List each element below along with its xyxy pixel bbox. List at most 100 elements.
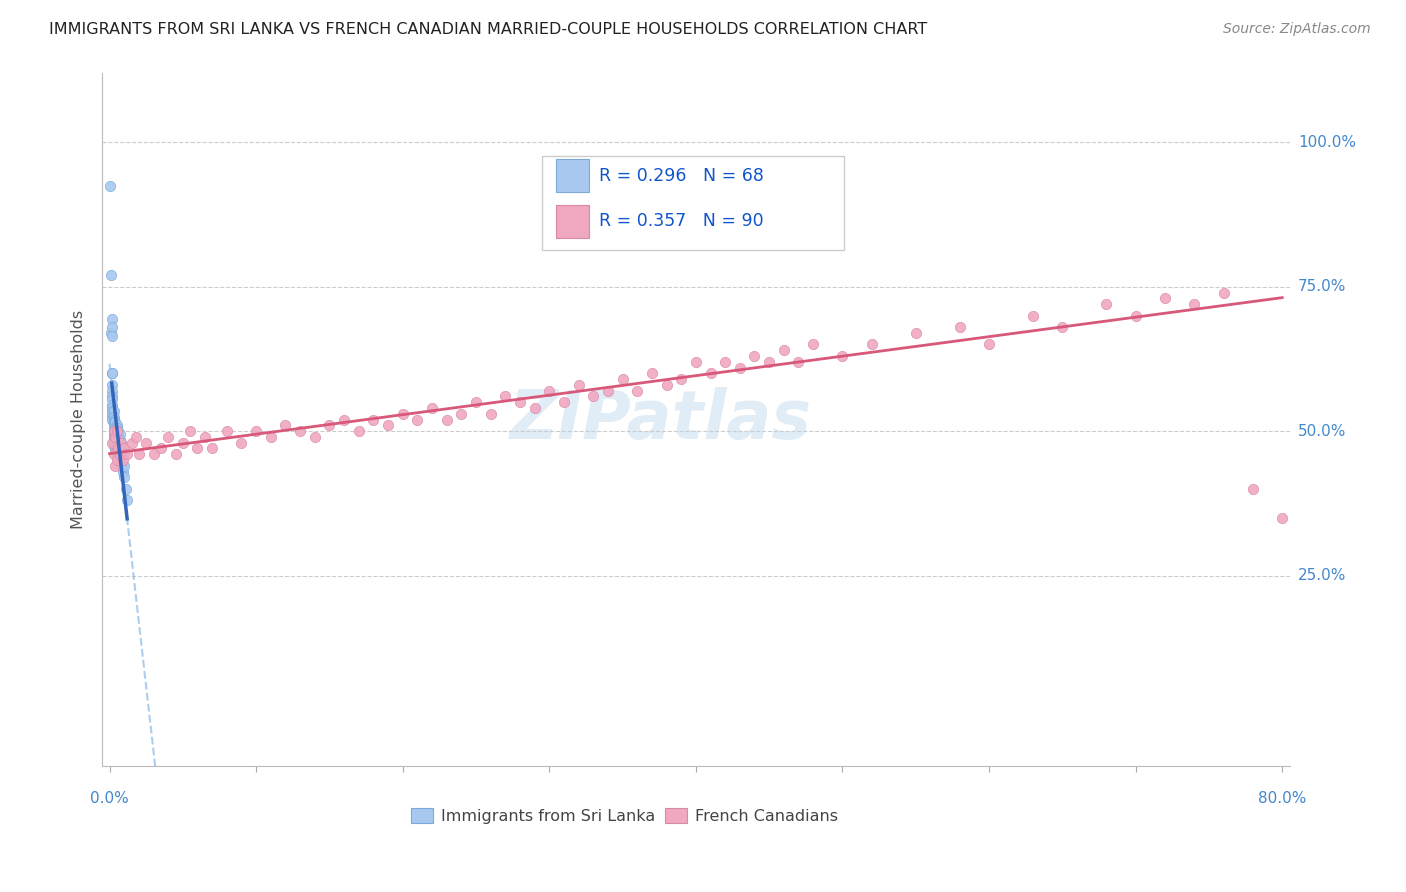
Point	[104, 430, 127, 444]
Point	[509, 395, 531, 409]
Point	[105, 453, 128, 467]
Text: ZIPatlas: ZIPatlas	[509, 386, 811, 452]
Point	[121, 435, 143, 450]
Text: 80.0%: 80.0%	[1258, 791, 1306, 806]
Text: 50.0%: 50.0%	[1298, 424, 1346, 439]
Point	[101, 435, 124, 450]
Point	[612, 372, 634, 386]
Point	[157, 430, 180, 444]
Point	[105, 430, 128, 444]
Point	[105, 442, 128, 456]
Point	[105, 439, 128, 453]
Point	[103, 427, 125, 442]
Point	[1125, 309, 1147, 323]
Point	[655, 378, 678, 392]
Point	[103, 416, 125, 430]
Point	[245, 424, 267, 438]
Point	[110, 447, 132, 461]
Point	[108, 427, 131, 442]
Point	[112, 458, 135, 473]
Point	[450, 407, 472, 421]
Point	[104, 442, 127, 456]
Point	[758, 355, 780, 369]
Point	[111, 447, 134, 461]
Point	[105, 447, 128, 461]
Text: 25.0%: 25.0%	[1298, 568, 1346, 583]
Point	[103, 412, 125, 426]
Point	[101, 392, 124, 407]
Point	[347, 424, 370, 438]
Point	[104, 421, 127, 435]
Point	[596, 384, 619, 398]
Point	[523, 401, 546, 415]
Point	[1330, 234, 1353, 248]
Point	[685, 355, 707, 369]
Point	[142, 447, 165, 461]
Point	[1095, 297, 1118, 311]
Point	[1358, 222, 1381, 236]
Text: R = 0.296   N = 68: R = 0.296 N = 68	[599, 167, 763, 185]
Point	[110, 435, 132, 450]
Point	[772, 343, 794, 358]
Point	[101, 401, 124, 415]
Point	[104, 435, 127, 450]
Point	[1241, 482, 1264, 496]
Point	[100, 268, 122, 282]
Point	[363, 412, 385, 426]
Point	[110, 435, 132, 450]
Point	[107, 433, 129, 447]
Point	[107, 444, 129, 458]
Point	[377, 418, 399, 433]
Point	[103, 430, 125, 444]
Point	[103, 435, 125, 450]
Point	[105, 418, 128, 433]
Point	[115, 493, 138, 508]
Point	[135, 435, 157, 450]
Point	[100, 328, 122, 343]
Point	[110, 458, 132, 473]
Point	[538, 384, 561, 398]
Point	[274, 418, 297, 433]
Text: 100.0%: 100.0%	[1298, 135, 1355, 150]
Point	[107, 442, 129, 456]
Point	[107, 424, 129, 438]
Point	[553, 395, 575, 409]
Point	[105, 424, 128, 438]
Point	[1388, 262, 1406, 277]
Point	[186, 442, 208, 456]
Point	[103, 409, 125, 424]
Point	[115, 447, 138, 461]
Point	[1022, 309, 1045, 323]
Point	[494, 389, 516, 403]
FancyBboxPatch shape	[555, 204, 589, 238]
Point	[100, 311, 122, 326]
Point	[104, 427, 127, 442]
Point	[100, 326, 122, 340]
Point	[104, 416, 127, 430]
Point	[105, 421, 128, 435]
Point	[112, 470, 135, 484]
Point	[101, 384, 124, 398]
Point	[699, 367, 721, 381]
Point	[787, 355, 810, 369]
Point	[860, 337, 883, 351]
Text: Source: ZipAtlas.com: Source: ZipAtlas.com	[1223, 22, 1371, 37]
Point	[1052, 320, 1074, 334]
Point	[103, 421, 125, 435]
Point	[744, 349, 766, 363]
Point	[728, 360, 751, 375]
Text: 0.0%: 0.0%	[90, 791, 129, 806]
Point	[1212, 285, 1234, 300]
FancyBboxPatch shape	[555, 159, 589, 192]
Point	[568, 378, 591, 392]
Point	[105, 427, 128, 442]
Point	[108, 450, 131, 464]
Point	[103, 418, 125, 433]
Text: R = 0.357   N = 90: R = 0.357 N = 90	[599, 212, 763, 230]
Point	[172, 435, 194, 450]
Point	[479, 407, 502, 421]
Point	[104, 430, 127, 444]
Point	[194, 430, 217, 444]
Point	[103, 447, 125, 461]
Point	[101, 409, 124, 424]
